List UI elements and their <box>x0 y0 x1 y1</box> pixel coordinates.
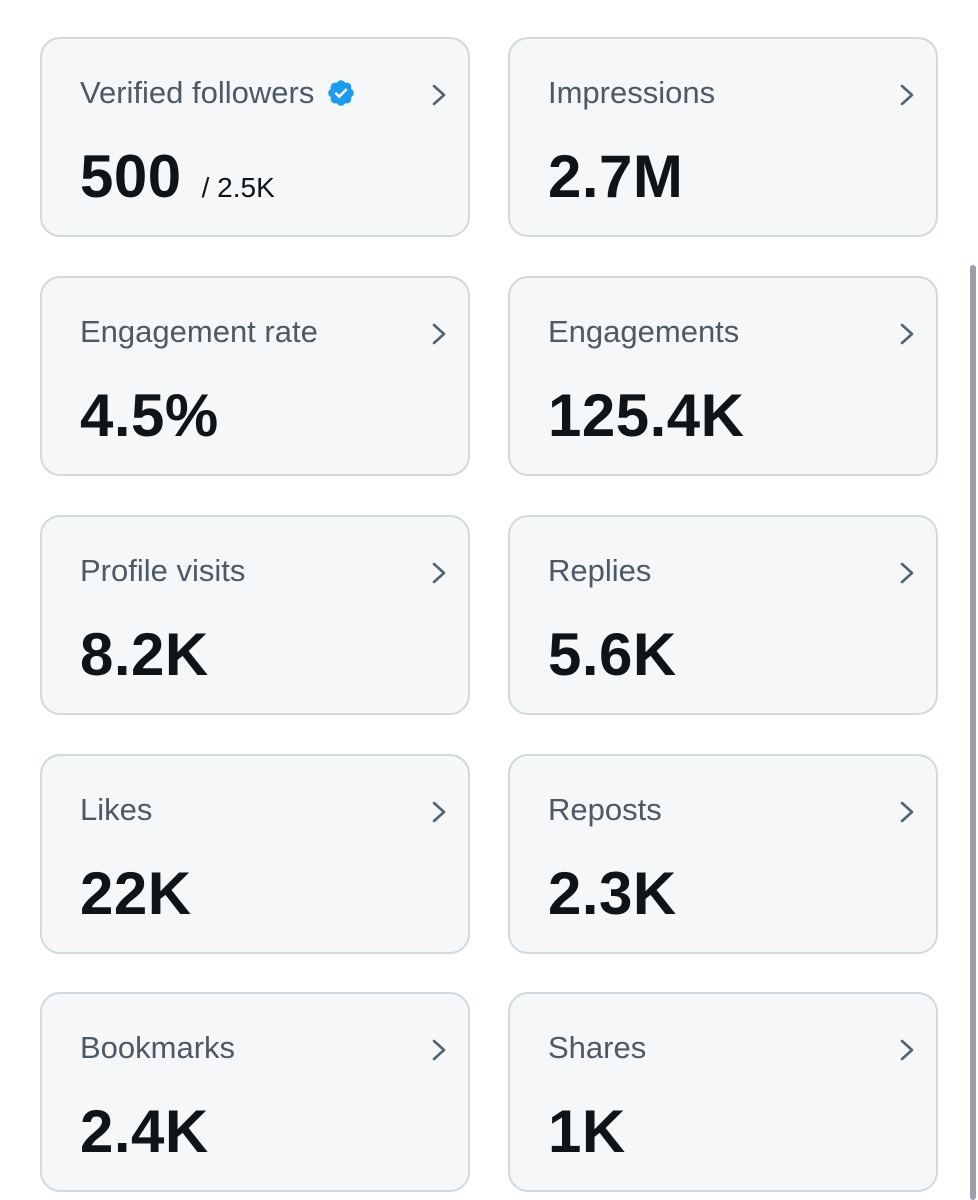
metric-value: 1K <box>548 1098 626 1165</box>
metric-card-shares[interactable]: Shares 1K <box>508 992 938 1192</box>
metric-label: Replies <box>548 553 652 588</box>
metric-label: Likes <box>80 792 153 827</box>
metric-label: Bookmarks <box>80 1030 236 1065</box>
metric-card-profile-visits[interactable]: Profile visits 8.2K <box>40 515 470 715</box>
chevron-right-icon <box>900 562 914 584</box>
metric-value-total: / 2.5K <box>201 172 275 203</box>
chevron-right-icon <box>432 801 446 823</box>
metric-label: Verified followers <box>80 77 356 108</box>
chevron-right-icon <box>432 84 446 106</box>
metric-card-reposts[interactable]: Reposts 2.3K <box>508 754 938 954</box>
scrollbar[interactable] <box>968 265 978 1200</box>
metric-label: Engagement rate <box>80 314 318 349</box>
metric-label-text: Verified followers <box>80 75 315 110</box>
metric-value: 2.7M <box>548 143 684 210</box>
metric-value: 22K <box>80 860 192 927</box>
chevron-right-icon <box>432 323 446 345</box>
metric-value: 5.6K <box>548 621 677 688</box>
metric-label: Shares <box>548 1030 647 1065</box>
metric-card-engagement-rate[interactable]: Engagement rate 4.5% <box>40 276 470 476</box>
metric-value: 4.5% <box>80 382 219 449</box>
metric-card-verified-followers[interactable]: Verified followers 500/ 2.5K <box>40 37 470 237</box>
metric-card-likes[interactable]: Likes 22K <box>40 754 470 954</box>
metric-label: Engagements <box>548 314 740 349</box>
verified-badge-icon <box>328 79 355 106</box>
metric-value: 8.2K <box>80 621 209 688</box>
metric-card-engagements[interactable]: Engagements 125.4K <box>508 276 938 476</box>
metric-card-replies[interactable]: Replies 5.6K <box>508 515 938 715</box>
chevron-right-icon <box>432 562 446 584</box>
metric-card-impressions[interactable]: Impressions 2.7M <box>508 37 938 237</box>
chevron-right-icon <box>900 323 914 345</box>
chevron-right-icon <box>432 1039 446 1061</box>
chevron-right-icon <box>900 1039 914 1061</box>
metric-value: 125.4K <box>548 382 745 449</box>
chevron-right-icon <box>900 801 914 823</box>
metric-card-bookmarks[interactable]: Bookmarks 2.4K <box>40 992 470 1192</box>
metric-label: Reposts <box>548 792 662 827</box>
scrollbar-thumb[interactable] <box>970 265 976 1200</box>
metric-label: Profile visits <box>80 553 246 588</box>
metric-value: 500/ 2.5K <box>80 147 275 207</box>
metric-value-number: 500 <box>80 143 182 210</box>
metric-value: 2.3K <box>548 860 677 927</box>
metric-value: 2.4K <box>80 1098 209 1165</box>
chevron-right-icon <box>900 84 914 106</box>
metric-label: Impressions <box>548 75 716 110</box>
